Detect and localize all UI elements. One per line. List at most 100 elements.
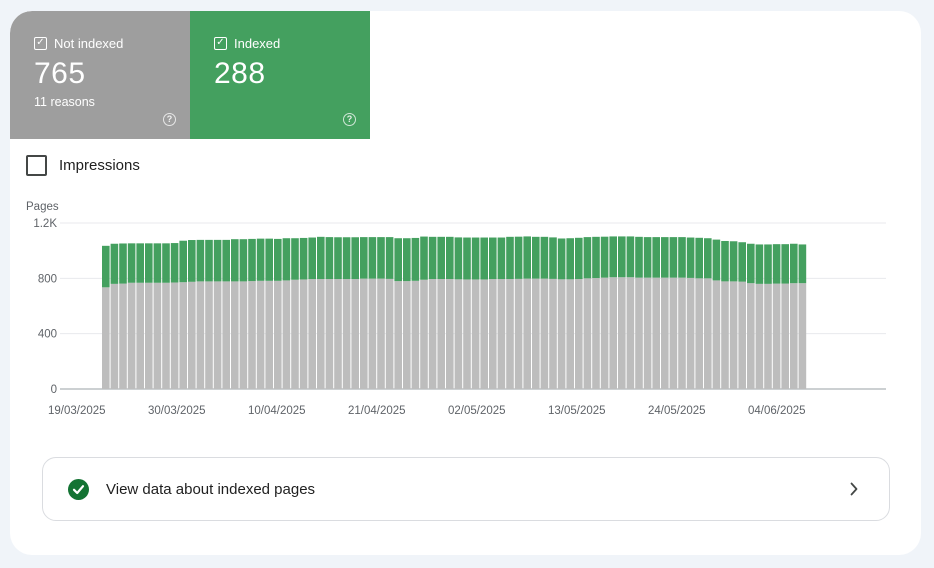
- bar-indexed[interactable]: [360, 237, 368, 279]
- bar-not-indexed[interactable]: [153, 282, 162, 389]
- bar-indexed[interactable]: [145, 243, 153, 283]
- indexed-tile[interactable]: ✓ Indexed 288 ?: [190, 11, 370, 139]
- bar-not-indexed[interactable]: [729, 281, 738, 389]
- bar-indexed[interactable]: [274, 238, 282, 281]
- bar-indexed[interactable]: [575, 237, 583, 280]
- bar-not-indexed[interactable]: [566, 279, 574, 389]
- bar-indexed[interactable]: [411, 237, 420, 281]
- bar-not-indexed[interactable]: [274, 280, 282, 389]
- bar-indexed[interactable]: [403, 238, 411, 282]
- bar-indexed[interactable]: [334, 237, 342, 280]
- bar-indexed[interactable]: [618, 236, 626, 278]
- bar-indexed[interactable]: [592, 236, 600, 279]
- bar-not-indexed[interactable]: [747, 283, 755, 389]
- bar-indexed[interactable]: [110, 243, 119, 284]
- bar-indexed[interactable]: [265, 238, 273, 281]
- bar-indexed[interactable]: [643, 237, 652, 278]
- bar-not-indexed[interactable]: [420, 279, 428, 389]
- bar-indexed[interactable]: [738, 242, 746, 282]
- bar-not-indexed[interactable]: [205, 281, 213, 389]
- bar-not-indexed[interactable]: [428, 279, 437, 389]
- bar-indexed[interactable]: [368, 237, 377, 279]
- bar-not-indexed[interactable]: [781, 283, 789, 389]
- bar-not-indexed[interactable]: [162, 282, 170, 389]
- bar-not-indexed[interactable]: [678, 277, 686, 389]
- bar-indexed[interactable]: [626, 236, 635, 278]
- bar-indexed[interactable]: [755, 244, 764, 284]
- bar-indexed[interactable]: [102, 245, 110, 288]
- bar-indexed[interactable]: [514, 236, 523, 279]
- bar-not-indexed[interactable]: [798, 283, 807, 389]
- bar-indexed[interactable]: [497, 237, 506, 280]
- bar-indexed[interactable]: [231, 239, 239, 282]
- bar-indexed[interactable]: [136, 243, 144, 283]
- bar-indexed[interactable]: [420, 236, 428, 280]
- indexed-checkbox[interactable]: ✓: [214, 36, 227, 50]
- bar-not-indexed[interactable]: [127, 282, 136, 389]
- bar-indexed[interactable]: [239, 239, 248, 282]
- bar-not-indexed[interactable]: [403, 281, 411, 389]
- bar-not-indexed[interactable]: [738, 281, 746, 389]
- bar-not-indexed[interactable]: [695, 278, 703, 389]
- bar-indexed[interactable]: [506, 236, 514, 280]
- bar-indexed[interactable]: [678, 237, 686, 278]
- bar-indexed[interactable]: [299, 237, 308, 280]
- bar-not-indexed[interactable]: [222, 281, 230, 389]
- bar-indexed[interactable]: [540, 236, 549, 279]
- bar-not-indexed[interactable]: [790, 283, 798, 389]
- bar-indexed[interactable]: [342, 237, 351, 280]
- bar-indexed[interactable]: [196, 239, 205, 282]
- bar-not-indexed[interactable]: [136, 282, 144, 389]
- bar-not-indexed[interactable]: [643, 277, 652, 389]
- bar-not-indexed[interactable]: [600, 277, 609, 389]
- bar-indexed[interactable]: [317, 236, 325, 280]
- bar-indexed[interactable]: [377, 237, 385, 279]
- bar-indexed[interactable]: [222, 239, 230, 282]
- bar-indexed[interactable]: [446, 236, 454, 280]
- bar-indexed[interactable]: [549, 237, 557, 279]
- bar-indexed[interactable]: [489, 237, 497, 280]
- bar-indexed[interactable]: [652, 237, 660, 278]
- bar-not-indexed[interactable]: [463, 279, 471, 389]
- bar-indexed[interactable]: [213, 239, 222, 282]
- help-icon[interactable]: ?: [343, 113, 356, 126]
- bar-indexed[interactable]: [557, 238, 566, 280]
- bar-indexed[interactable]: [308, 237, 316, 280]
- bar-indexed[interactable]: [205, 239, 213, 282]
- bar-not-indexed[interactable]: [454, 279, 463, 389]
- bar-indexed[interactable]: [471, 237, 480, 280]
- bar-not-indexed[interactable]: [575, 279, 583, 389]
- bar-not-indexed[interactable]: [256, 280, 265, 389]
- bar-indexed[interactable]: [764, 244, 772, 284]
- bar-not-indexed[interactable]: [265, 280, 273, 389]
- bar-indexed[interactable]: [721, 240, 729, 282]
- bar-not-indexed[interactable]: [317, 279, 325, 389]
- bar-indexed[interactable]: [695, 237, 703, 279]
- bar-not-indexed[interactable]: [213, 281, 222, 389]
- bar-not-indexed[interactable]: [661, 277, 669, 389]
- bar-indexed[interactable]: [127, 243, 136, 283]
- bar-not-indexed[interactable]: [592, 278, 600, 389]
- bar-indexed[interactable]: [170, 243, 179, 283]
- bar-not-indexed[interactable]: [669, 277, 678, 389]
- bar-not-indexed[interactable]: [179, 282, 187, 389]
- bar-indexed[interactable]: [532, 236, 540, 279]
- bar-indexed[interactable]: [428, 236, 437, 280]
- bar-not-indexed[interactable]: [239, 281, 248, 389]
- bar-not-indexed[interactable]: [282, 280, 291, 389]
- bar-indexed[interactable]: [523, 236, 531, 279]
- bar-not-indexed[interactable]: [446, 279, 454, 389]
- bar-not-indexed[interactable]: [231, 281, 239, 389]
- bar-indexed[interactable]: [600, 236, 609, 278]
- bar-indexed[interactable]: [188, 240, 196, 282]
- impressions-checkbox[interactable]: [26, 155, 47, 176]
- bar-indexed[interactable]: [729, 241, 738, 282]
- bar-not-indexed[interactable]: [557, 279, 566, 389]
- bar-not-indexed[interactable]: [110, 283, 119, 389]
- bar-indexed[interactable]: [119, 243, 127, 284]
- bar-not-indexed[interactable]: [248, 281, 256, 389]
- bar-indexed[interactable]: [291, 238, 299, 280]
- bar-indexed[interactable]: [772, 244, 781, 284]
- bar-indexed[interactable]: [609, 236, 617, 278]
- bar-not-indexed[interactable]: [523, 278, 531, 389]
